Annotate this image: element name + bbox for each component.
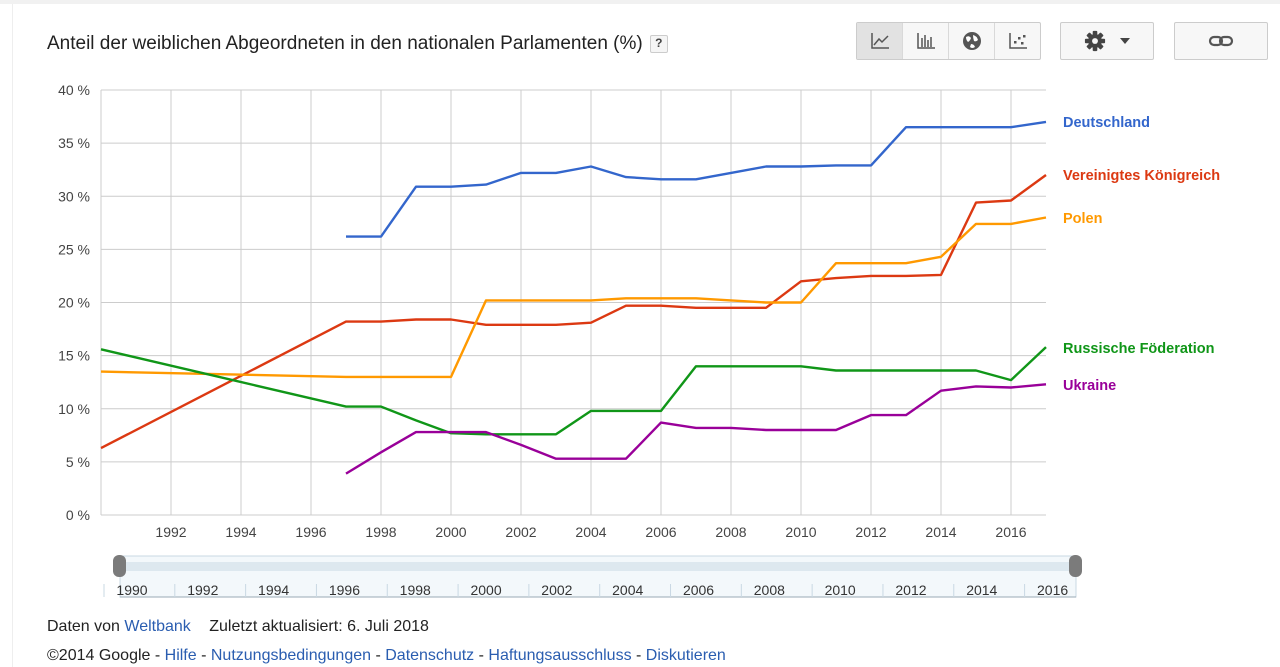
grid bbox=[100, 89, 1046, 516]
range-handle-left[interactable] bbox=[113, 555, 126, 577]
x-tick-label: 1998 bbox=[365, 524, 396, 540]
range-tick-label: 2016 bbox=[1037, 582, 1068, 598]
chart-title-row: Anteil der weiblichen Abgeordneten in de… bbox=[47, 33, 668, 55]
range-tick-label: 2000 bbox=[470, 582, 501, 598]
left-divider bbox=[12, 4, 13, 667]
privacy-link[interactable]: Datenschutz bbox=[385, 647, 475, 664]
series-line[interactable] bbox=[346, 120, 1047, 238]
copyright: ©2014 Google bbox=[47, 647, 151, 664]
range-tick-label: 1992 bbox=[187, 582, 218, 598]
x-tick-label: 2004 bbox=[575, 524, 606, 540]
y-tick-label: 25 % bbox=[58, 241, 90, 257]
series-line[interactable] bbox=[345, 383, 1047, 475]
series-lines[interactable] bbox=[100, 120, 1047, 475]
range-tick-label: 2004 bbox=[612, 582, 643, 598]
y-tick-label: 5 % bbox=[66, 454, 90, 470]
x-tick-label: 2010 bbox=[785, 524, 816, 540]
x-tick-label: 2014 bbox=[925, 524, 956, 540]
y-tick-label: 0 % bbox=[66, 507, 90, 523]
help-link[interactable]: Hilfe bbox=[164, 647, 197, 664]
x-tick-label: 1992 bbox=[155, 524, 186, 540]
y-tick-label: 40 % bbox=[58, 82, 90, 98]
x-tick-label: 1996 bbox=[295, 524, 326, 540]
legend-label: Vereinigtes Königreich bbox=[1063, 168, 1220, 184]
link-button[interactable] bbox=[1174, 22, 1268, 60]
series-line[interactable] bbox=[100, 216, 1047, 379]
series-line[interactable] bbox=[100, 346, 1047, 436]
last-updated: Zuletzt aktualisiert: 6. Juli 2018 bbox=[209, 618, 429, 635]
y-tick-label: 15 % bbox=[58, 348, 90, 364]
x-tick-label: 2000 bbox=[435, 524, 466, 540]
source-link[interactable]: Weltbank bbox=[124, 618, 191, 635]
range-selection bbox=[120, 562, 1076, 571]
range-tick-label: 1996 bbox=[329, 582, 360, 598]
footer-source: Daten von Weltbank Zuletzt aktualisiert:… bbox=[47, 618, 429, 636]
y-tick-label: 30 % bbox=[58, 188, 90, 204]
range-selector[interactable]: 1990 1992 1994 1996 1998 2000 2002 2004 2006 2008… bbox=[103, 555, 1082, 598]
legend: Deutschland Vereinigtes Königreich Polen Ru… bbox=[1063, 115, 1220, 394]
chart-type-selector bbox=[856, 22, 1041, 60]
chart-title: Anteil der weiblichen Abgeordneten in de… bbox=[47, 33, 643, 54]
legend-label: Russische Föderation bbox=[1063, 341, 1214, 357]
footer-links: ©2014 Google - Hilfe - Nutzungsbedingung… bbox=[47, 647, 726, 664]
link-icon bbox=[1208, 35, 1234, 47]
range-tick-label: 1994 bbox=[258, 582, 289, 598]
series-line[interactable] bbox=[100, 174, 1047, 450]
help-button[interactable]: ? bbox=[649, 35, 668, 53]
range-tick-label: 2006 bbox=[683, 582, 714, 598]
x-tick-label: 2008 bbox=[715, 524, 746, 540]
legend-label: Polen bbox=[1063, 211, 1102, 227]
legend-label: Deutschland bbox=[1063, 115, 1150, 131]
top-bar bbox=[0, 0, 1280, 4]
range-tick-label: 2010 bbox=[825, 582, 856, 598]
range-tick-label: 2012 bbox=[895, 582, 926, 598]
y-axis: 0 % 5 % 10 % 15 % 20 % 25 % 30 % 35 % 40 % bbox=[58, 82, 90, 523]
x-tick-label: 2006 bbox=[645, 524, 676, 540]
scatter-chart-button[interactable] bbox=[994, 23, 1040, 59]
x-tick-label: 2012 bbox=[855, 524, 886, 540]
range-tick-label: 1990 bbox=[116, 582, 147, 598]
terms-link[interactable]: Nutzungsbedingungen bbox=[210, 647, 372, 664]
line-chart-button[interactable] bbox=[857, 23, 902, 59]
gear-icon bbox=[1084, 30, 1106, 52]
globe-icon bbox=[962, 32, 981, 50]
range-handle-right[interactable] bbox=[1069, 555, 1082, 577]
range-tick-label: 2008 bbox=[754, 582, 785, 598]
range-tick-label: 2002 bbox=[541, 582, 572, 598]
y-tick-label: 20 % bbox=[58, 295, 90, 311]
legend-label: Ukraine bbox=[1063, 378, 1116, 394]
range-tick-label: 2014 bbox=[966, 582, 997, 598]
line-chart: 0 %5 %10 %15 %20 %25 %30 %35 %40 % 1992 1… bbox=[58, 82, 1220, 598]
bar-chart-icon bbox=[916, 33, 935, 49]
x-tick-label: 2016 bbox=[995, 524, 1026, 540]
disclaimer-link[interactable]: Haftungsausschluss bbox=[488, 647, 632, 664]
x-tick-label: 1994 bbox=[225, 524, 256, 540]
range-tick-label: 1998 bbox=[400, 582, 431, 598]
discuss-link[interactable]: Diskutieren bbox=[645, 647, 726, 664]
map-button[interactable] bbox=[948, 23, 994, 59]
y-tick-label: 35 % bbox=[58, 135, 90, 151]
chevron-down-icon bbox=[1120, 38, 1130, 44]
y-tick-label: 10 % bbox=[58, 401, 90, 417]
line-chart-icon bbox=[870, 33, 889, 49]
settings-button[interactable] bbox=[1060, 22, 1154, 60]
scatter-chart-icon bbox=[1008, 33, 1027, 49]
source-prefix: Daten von bbox=[47, 618, 120, 635]
bar-chart-button[interactable] bbox=[902, 23, 948, 59]
x-tick-label: 2002 bbox=[505, 524, 536, 540]
x-axis: 1992 1994 1996 1998 2000 2002 2004 2006 2008 2010… bbox=[155, 524, 1026, 540]
